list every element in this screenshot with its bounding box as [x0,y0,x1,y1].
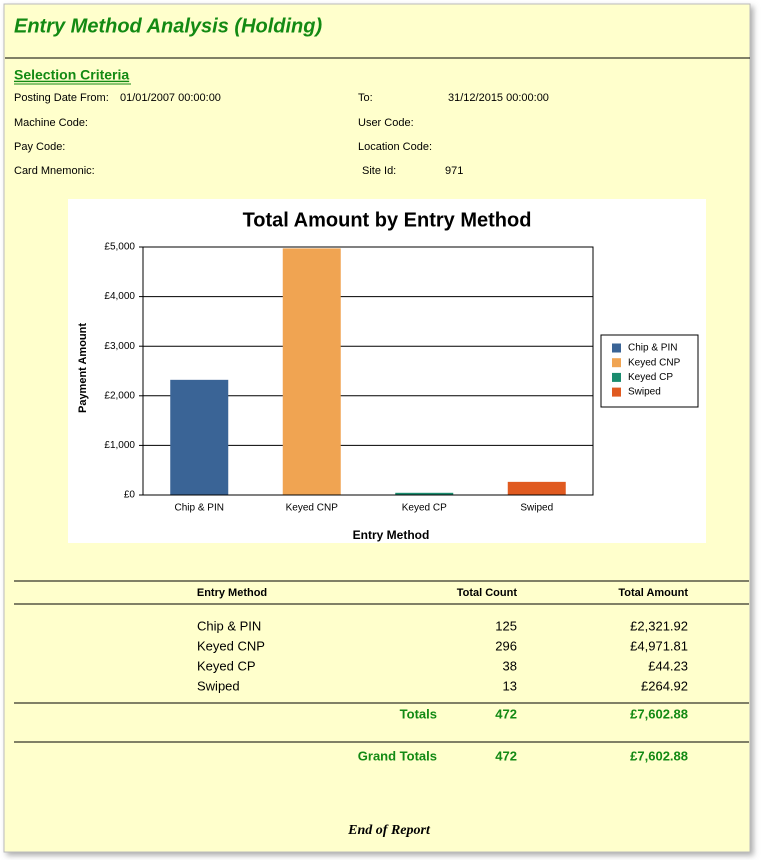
bar [170,379,229,495]
totals-amount: £7,602.88 [630,706,688,721]
criteria-label: Posting Date From: [14,92,109,104]
criteria-label: Machine Code: [14,117,88,129]
criteria-label: User Code: [358,117,414,129]
grand-totals-amount: £7,602.88 [630,748,688,763]
total-amount: £44.23 [648,658,688,673]
grand-totals-label: Grand Totals [358,748,437,763]
criteria-value: 971 [445,165,463,177]
y-axis-title: Payment Amount [77,323,89,413]
total-count: 296 [495,638,517,653]
report-footer: End of Report [347,823,431,838]
y-tick-label: £4,000 [104,291,135,302]
y-tick-label: £2,000 [104,390,135,401]
y-tick-label: £5,000 [104,242,135,253]
report-title: Entry Method Analysis (Holding) [14,15,322,37]
bar [507,481,566,495]
grand-totals-count: 472 [495,748,517,763]
total-amount: £4,971.81 [630,638,688,653]
y-tick-label: £0 [124,490,136,501]
criteria-label: Card Mnemonic: [14,165,95,177]
entry-method: Swiped [197,678,240,693]
total-count: 38 [503,658,517,673]
total-count: 125 [495,618,517,633]
y-tick-label: £3,000 [104,341,135,352]
totals-label: Totals [400,706,437,721]
table: Entry Method Total Count Total Amount To… [14,580,749,763]
total-amount: £2,321.92 [630,618,688,633]
criteria-value: 01/01/2007 00:00:00 [120,92,221,104]
criteria-label: To: [358,92,373,104]
legend-swatch [612,387,621,397]
x-axis-title: Entry Method [353,528,430,542]
totals-count: 472 [495,706,517,721]
column-header: Total Amount [618,587,688,599]
x-tick-label: Keyed CP [402,503,447,514]
legend-label: Swiped [628,387,661,398]
chart-title: Total Amount by Entry Method [243,209,532,231]
legend-swatch [612,343,621,353]
x-tick-label: Keyed CNP [286,503,339,514]
y-tick-label: £1,000 [104,440,135,451]
legend-label: Keyed CP [628,372,673,383]
entry-method: Chip & PIN [197,618,261,633]
entry-method: Keyed CNP [197,638,265,653]
criteria-value: 31/12/2015 00:00:00 [448,92,549,104]
criteria-label: Location Code: [358,141,432,153]
x-tick-label: Swiped [520,503,553,514]
column-header: Entry Method [197,587,267,599]
legend-swatch [612,358,621,368]
entry-method: Keyed CP [197,658,256,673]
criteria-heading: Selection Criteria [14,67,129,83]
bar [282,248,341,495]
bar [395,492,454,495]
legend-label: Chip & PIN [628,343,677,354]
chart: Total Amount by Entry Method Payment Amo… [68,199,706,543]
legend-swatch [612,372,621,382]
legend-label: Keyed CNP [628,357,681,368]
x-tick-label: Chip & PIN [175,503,224,514]
criteria-label: Site Id: [362,165,396,177]
plot-frame [142,246,594,496]
total-count: 13 [503,678,517,693]
criteria-label: Pay Code: [14,141,65,153]
column-header: Total Count [457,587,518,599]
total-amount: £264.92 [641,678,688,693]
